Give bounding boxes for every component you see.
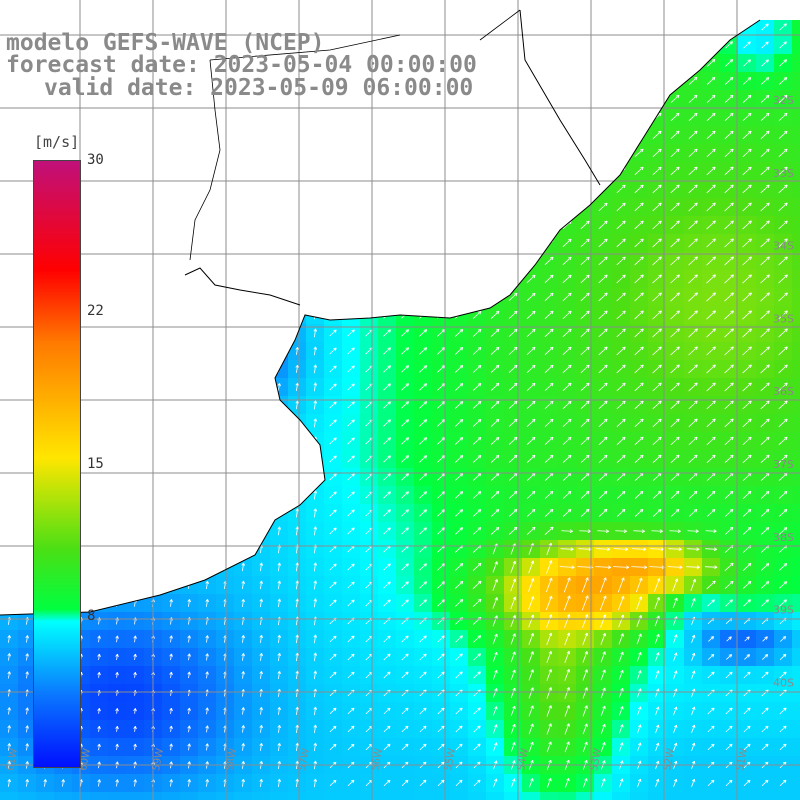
wind-cell [792, 432, 800, 450]
wind-cell [360, 792, 378, 800]
colorbar-tick-8: 8 [87, 608, 96, 624]
wind-cell [792, 288, 800, 306]
wind-cell [792, 108, 800, 126]
wind-cell [630, 792, 648, 800]
wind-cell [432, 792, 450, 800]
wind-cell [792, 342, 800, 360]
wind-cell [270, 792, 288, 800]
wind-cell [180, 792, 198, 800]
latitude-label: 39S [773, 604, 794, 617]
wind-cell [612, 792, 630, 800]
wind-cell [216, 792, 234, 800]
wind-cell [792, 198, 800, 216]
wind-cell [774, 792, 792, 800]
wind-cell [648, 792, 666, 800]
colorbar-unit: [m/s] [34, 133, 80, 151]
wind-cell [342, 792, 360, 800]
wind-cell [702, 792, 720, 800]
wind-cell [0, 792, 18, 800]
wind-cell [540, 792, 558, 800]
wind-cell [792, 792, 800, 800]
latitude-label: 40S [773, 676, 794, 689]
wind-cell [792, 144, 800, 162]
wind-cell [72, 792, 90, 800]
wind-cell [792, 702, 800, 720]
wind-cell [792, 648, 800, 666]
wind-cell [792, 36, 800, 54]
wind-cell [792, 72, 800, 90]
wind-cell [792, 126, 800, 144]
valid-date: valid date: 2023-05-09 06:00:00 [44, 75, 474, 101]
wind-cell [126, 792, 144, 800]
wind-cell [792, 324, 800, 342]
wind-cell [252, 792, 270, 800]
wind-cell [378, 792, 396, 800]
wind-cell [36, 792, 54, 800]
wind-cell [792, 720, 800, 738]
wind-cell [504, 792, 522, 800]
wind-cell [234, 792, 252, 800]
wind-cell [288, 792, 306, 800]
latitude-label: 33S [773, 167, 794, 180]
wind-cell [792, 486, 800, 504]
wind-cell [792, 576, 800, 594]
wind-cell [90, 792, 108, 800]
wind-cell [792, 558, 800, 576]
wind-cell [666, 792, 684, 800]
wind-cell [792, 234, 800, 252]
wind-cell [774, 20, 792, 36]
wind-cell [792, 252, 800, 270]
latitude-label: 38S [773, 531, 794, 544]
wind-cell [756, 20, 774, 36]
wind-cell [792, 54, 800, 72]
wind-cell [18, 792, 36, 800]
latitude-label: 36S [773, 385, 794, 398]
wind-cell [792, 162, 800, 180]
wind-cell [792, 216, 800, 234]
wind-cell [792, 90, 800, 108]
wind-cell [738, 792, 756, 800]
wind-cell [756, 792, 774, 800]
wind-cell [792, 504, 800, 522]
wind-cell [792, 306, 800, 324]
wind-cell [324, 792, 342, 800]
wind-cell [792, 360, 800, 378]
forecast-date: forecast date: 2023-05-04 00:00:00 [6, 52, 477, 78]
wind-cell [414, 792, 432, 800]
wind-cell [792, 738, 800, 756]
latitude-label: 34S [773, 240, 794, 253]
colorbar-tick-30: 30 [87, 152, 104, 168]
wind-cell [792, 270, 800, 288]
wind-cell [450, 792, 468, 800]
colorbar-tick-15: 15 [87, 456, 104, 472]
wind-cell [54, 792, 72, 800]
colorbar-tick-22: 22 [87, 303, 104, 319]
wind-cell [396, 792, 414, 800]
latitude-label: 37S [773, 458, 794, 471]
wind-cell [792, 396, 800, 414]
wind-cell [306, 792, 324, 800]
wind-cell [684, 792, 702, 800]
colorbar [33, 160, 81, 768]
wind-cell [198, 792, 216, 800]
wind-cell [792, 414, 800, 432]
wind-cell [486, 792, 504, 800]
wind-cell [594, 792, 612, 800]
wind-cell [468, 792, 486, 800]
wind-cell [162, 792, 180, 800]
wind-cell [558, 792, 576, 800]
wind-cell [792, 630, 800, 648]
wind-cell [792, 774, 800, 792]
wind-cell [792, 180, 800, 198]
latitude-label: 32S [773, 94, 794, 107]
latitude-label: 35S [773, 312, 794, 325]
wind-cell [108, 792, 126, 800]
wind-cell [720, 792, 738, 800]
wind-cell [792, 20, 800, 36]
wind-cell [522, 792, 540, 800]
